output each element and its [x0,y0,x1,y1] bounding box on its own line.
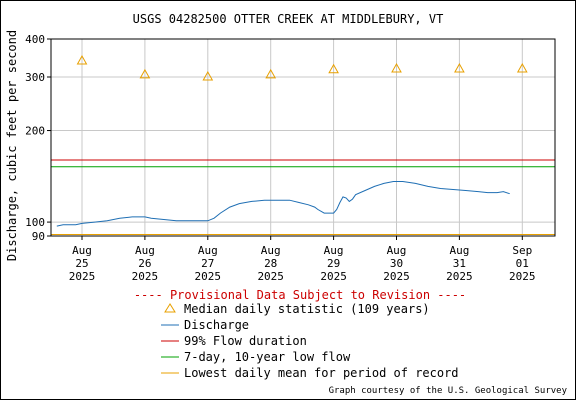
x-tick-label: Aug [72,244,92,257]
chart-title: USGS 04282500 OTTER CREEK AT MIDDLEBURY,… [133,12,444,26]
x-tick-label: 28 [264,257,277,270]
x-tick-label: Aug [135,244,155,257]
discharge-line [56,181,510,227]
median-daily-marker [516,62,528,73]
x-tick-label: Sep [512,244,532,257]
median-daily-marker [139,68,151,79]
x-tick-label: 2025 [320,270,347,283]
median-daily-marker [391,62,402,73]
x-tick-label: Aug [324,244,344,257]
y-tick-label: 90 [32,230,45,243]
x-tick-label: Aug [387,244,407,257]
x-tick-label: 2025 [132,270,159,283]
x-tick-label: 2025 [383,270,410,283]
legend-low-flow-7day-10yr-label: 7-day, 10-year low flow [184,350,351,364]
x-tick-label: 25 [75,257,88,270]
x-tick-label: 29 [327,257,340,270]
legend-flow-duration-99-label: 99% Flow duration [184,334,307,348]
x-tick-label: Aug [198,244,218,257]
x-tick-label: 31 [453,257,466,270]
median-daily-marker [202,71,214,81]
x-tick-label: 2025 [69,270,96,283]
graph-credit: Graph courtesy of the U.S. Geological Su… [329,386,568,396]
x-tick-label: 30 [390,257,403,270]
x-tick-label: 2025 [257,270,284,283]
y-tick-label: 200 [25,125,45,138]
x-tick-label: Aug [261,244,281,257]
x-tick-label: 26 [138,257,151,270]
x-tick-label: 2025 [446,270,473,283]
x-tick-label: 01 [516,257,529,270]
legend-discharge-label: Discharge [184,318,249,332]
legend-lowest-daily-mean-label: Lowest daily mean for period of record [184,366,459,380]
x-tick-label: 2025 [195,270,222,283]
median-daily-marker [328,63,339,74]
median-daily-marker [265,68,277,79]
median-daily-marker [76,54,88,65]
legend-median-daily-symbol [164,303,176,313]
y-tick-label: 300 [25,71,45,84]
legend-median-daily-label: Median daily statistic (109 years) [184,302,430,316]
median-daily-marker [454,62,465,73]
y-tick-label: 100 [25,216,45,229]
plot-area [51,39,555,236]
provisional-notice: ---- Provisional Data Subject to Revisio… [134,288,466,302]
x-tick-label: Aug [449,244,469,257]
plot-border [50,38,556,237]
y-tick-label: 400 [25,33,45,46]
x-tick-label: 27 [201,257,214,270]
y-axis-label: Discharge, cubic feet per second [5,30,19,261]
x-tick-label: 2025 [509,270,536,283]
